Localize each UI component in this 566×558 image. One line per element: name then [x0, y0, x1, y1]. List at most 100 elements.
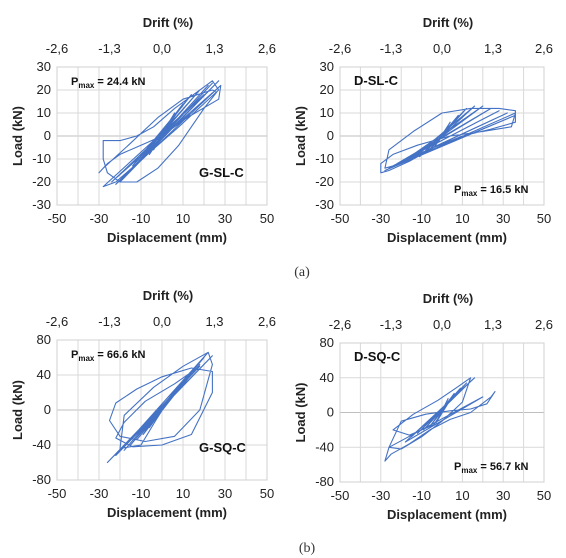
drift-axis-title: Drift (%) — [143, 288, 194, 303]
y-axis-title: Load (kN) — [293, 106, 308, 166]
y-tick-label: 20 — [320, 82, 334, 97]
x-tick-label: 10 — [176, 486, 190, 501]
y-tick-label: 40 — [320, 370, 334, 385]
x-tick-label: 10 — [455, 211, 469, 226]
x-tick-label: 50 — [537, 488, 551, 503]
panel-g-sq-c: 80 40 0 -40 -80-50 -30 -10 10 30 50 -2,6 -1,3 0,0 1,3… — [10, 288, 276, 520]
top-tick-label: 1,3 — [484, 317, 502, 332]
top-tick-label: 1,3 — [484, 41, 502, 56]
pmax-symbol: P — [454, 461, 461, 473]
top-tick-label: -1,3 — [98, 314, 120, 329]
y-tick-label: -10 — [32, 151, 51, 166]
x-tick-label: -30 — [90, 486, 109, 501]
hysteresis-curve — [98, 80, 222, 188]
pmax-subscript: max — [461, 466, 478, 475]
top-tick-label: 1,3 — [205, 314, 223, 329]
x-tick-label: 10 — [455, 488, 469, 503]
pmax-value: = 66.6 kN — [94, 349, 145, 361]
drift-axis-title: Drift (%) — [423, 291, 474, 306]
x-tick-label: -10 — [412, 211, 431, 226]
pmax-value: = 56.7 kN — [477, 461, 528, 473]
x-tick-label: -50 — [48, 486, 67, 501]
pmax-symbol: P — [71, 76, 78, 88]
x-tick-label: 50 — [260, 211, 274, 226]
top-tick-label: 1,3 — [205, 41, 223, 56]
pmax-subscript: max — [78, 354, 95, 363]
y-tick-label: 0 — [44, 402, 51, 417]
x-tick-label: -30 — [371, 488, 390, 503]
hysteresis-curve — [106, 351, 213, 464]
y-tick-label: -30 — [315, 197, 334, 212]
y-tick-label: -40 — [315, 439, 334, 454]
y-tick-label: 0 — [44, 128, 51, 143]
top-tick-label: 0,0 — [153, 41, 171, 56]
x-tick-label: 30 — [496, 488, 510, 503]
y-tick-label: 0 — [327, 405, 334, 420]
y-tick-label: -10 — [315, 151, 334, 166]
x-tick-label: 50 — [260, 486, 274, 501]
top-tick-label: 2,6 — [535, 41, 553, 56]
y-axis-title: Load (kN) — [10, 106, 25, 166]
y-tick-label: 10 — [320, 105, 334, 120]
specimen-label: G-SL-C — [199, 165, 244, 180]
top-tick-label: -1,3 — [380, 41, 402, 56]
plot-area — [56, 339, 268, 481]
x-tick-label: -50 — [331, 488, 350, 503]
pmax-annotation: Pmax = 24.4 kN — [71, 76, 145, 90]
plot-area — [339, 66, 545, 206]
y-tick-label: -30 — [32, 197, 51, 212]
pmax-symbol: P — [71, 349, 78, 361]
specimen-label: D-SL-C — [354, 73, 399, 88]
x-tick-label: 50 — [537, 211, 551, 226]
y-tick-label: -40 — [32, 437, 51, 452]
top-tick-label: 2,6 — [258, 41, 276, 56]
y-tick-label: 80 — [37, 332, 51, 347]
pmax-value: = 24.4 kN — [94, 76, 145, 88]
x-tick-label: -10 — [132, 486, 151, 501]
top-tick-label: -2,6 — [46, 41, 68, 56]
top-tick-label: -1,3 — [98, 41, 120, 56]
top-tick-label: -2,6 — [329, 41, 351, 56]
x-tick-label: -10 — [412, 488, 431, 503]
x-tick-label: -50 — [331, 211, 350, 226]
y-tick-label: 0 — [327, 128, 334, 143]
y-tick-label: 30 — [320, 59, 334, 74]
x-tick-label: -50 — [48, 211, 67, 226]
x-tick-label: 30 — [218, 486, 232, 501]
x-axis-title: Displacement (mm) — [107, 230, 227, 245]
x-tick-label: 10 — [176, 211, 190, 226]
y-tick-label: 10 — [37, 105, 51, 120]
top-tick-label: 0,0 — [433, 41, 451, 56]
x-tick-label: -30 — [371, 211, 390, 226]
x-tick-label: -30 — [90, 211, 109, 226]
y-tick-label: -20 — [315, 174, 334, 189]
y-tick-label: 20 — [37, 82, 51, 97]
caption-b: (b) — [299, 541, 316, 556]
top-tick-label: 0,0 — [433, 317, 451, 332]
y-tick-label: 40 — [37, 367, 51, 382]
top-tick-label: -1,3 — [380, 317, 402, 332]
top-tick-label: 2,6 — [258, 314, 276, 329]
specimen-label: D-SQ-C — [354, 349, 401, 364]
pmax-subscript: max — [78, 81, 95, 90]
specimen-label: G-SQ-C — [199, 440, 247, 455]
drift-axis-title: Drift (%) — [143, 15, 194, 30]
y-axis-title: Load (kN) — [10, 380, 25, 440]
pmax-symbol: P — [454, 184, 461, 196]
y-tick-label: -80 — [32, 472, 51, 487]
x-axis-title: Displacement (mm) — [387, 230, 507, 245]
hysteresis-curve — [384, 377, 496, 462]
plot-area — [339, 342, 545, 483]
pmax-annotation: Pmax = 66.6 kN — [71, 349, 145, 363]
drift-axis-title: Drift (%) — [423, 15, 474, 30]
caption-a: (a) — [294, 265, 310, 280]
x-tick-label: 30 — [496, 211, 510, 226]
top-tick-label: -2,6 — [46, 314, 68, 329]
panel-d-sq-c: 80 40 0 -40 -80-50 -30 -10 10 30 50 -2,6 -1,3 0,0 1,3… — [293, 291, 553, 522]
y-tick-label: -80 — [315, 474, 334, 489]
x-tick-label: -10 — [132, 211, 151, 226]
y-tick-label: 30 — [37, 59, 51, 74]
